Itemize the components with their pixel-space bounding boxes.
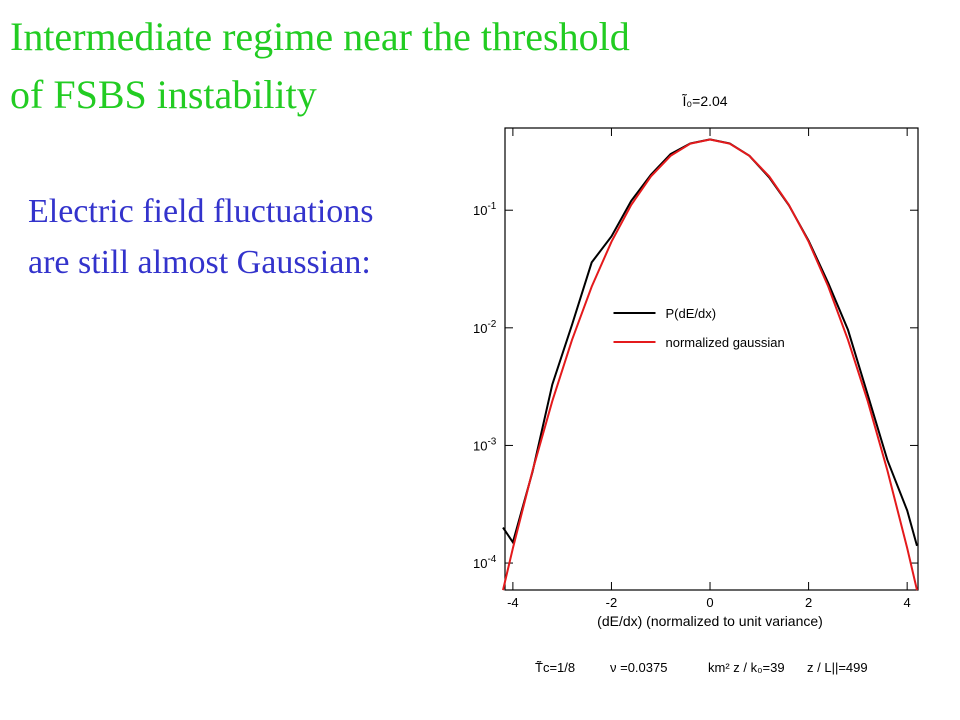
- legend-label: normalized gaussian: [666, 335, 785, 350]
- x-tick-label: 4: [904, 595, 911, 610]
- x-tick-label: 2: [805, 595, 812, 610]
- slide-text: are still almost Gaussian:: [28, 244, 371, 281]
- slide-title: of FSBS instability: [10, 72, 317, 117]
- chart-title: Ĩ₀=2.04: [681, 93, 727, 109]
- y-tick-exponent: -3: [487, 436, 496, 447]
- y-tick-label: 10-4: [473, 554, 497, 571]
- y-tick-exponent: -4: [487, 554, 496, 565]
- legend-label: P(dE/dx): [666, 306, 717, 321]
- y-tick-base: 10: [473, 438, 487, 453]
- slide-text: Electric field fluctuations: [28, 193, 374, 230]
- y-tick-label: 10-1: [473, 201, 497, 218]
- y-tick-exponent: -2: [487, 319, 496, 330]
- y-tick-label: 10-3: [473, 436, 497, 453]
- parameter: T̃c=1/8: [535, 660, 575, 675]
- y-tick-exponent: -1: [487, 201, 496, 212]
- parameter: ν =0.0375: [610, 660, 667, 675]
- parameter: z / L||=499: [807, 660, 868, 675]
- x-tick-label: 0: [706, 595, 713, 610]
- y-tick-label: 10-2: [473, 319, 497, 336]
- y-tick-base: 10: [473, 203, 487, 218]
- y-tick-base: 10: [473, 321, 487, 336]
- series-line: [502, 138, 918, 591]
- slide-title: Intermediate regime near the threshold: [10, 14, 630, 59]
- x-tick-label: -4: [507, 595, 519, 610]
- x-axis-label: (dE/dx) (normalized to unit variance): [597, 613, 823, 629]
- x-tick-label: -2: [606, 595, 618, 610]
- parameter: km² z / k₀=39: [708, 660, 785, 675]
- plot-frame: [504, 127, 919, 591]
- y-tick-base: 10: [473, 556, 487, 571]
